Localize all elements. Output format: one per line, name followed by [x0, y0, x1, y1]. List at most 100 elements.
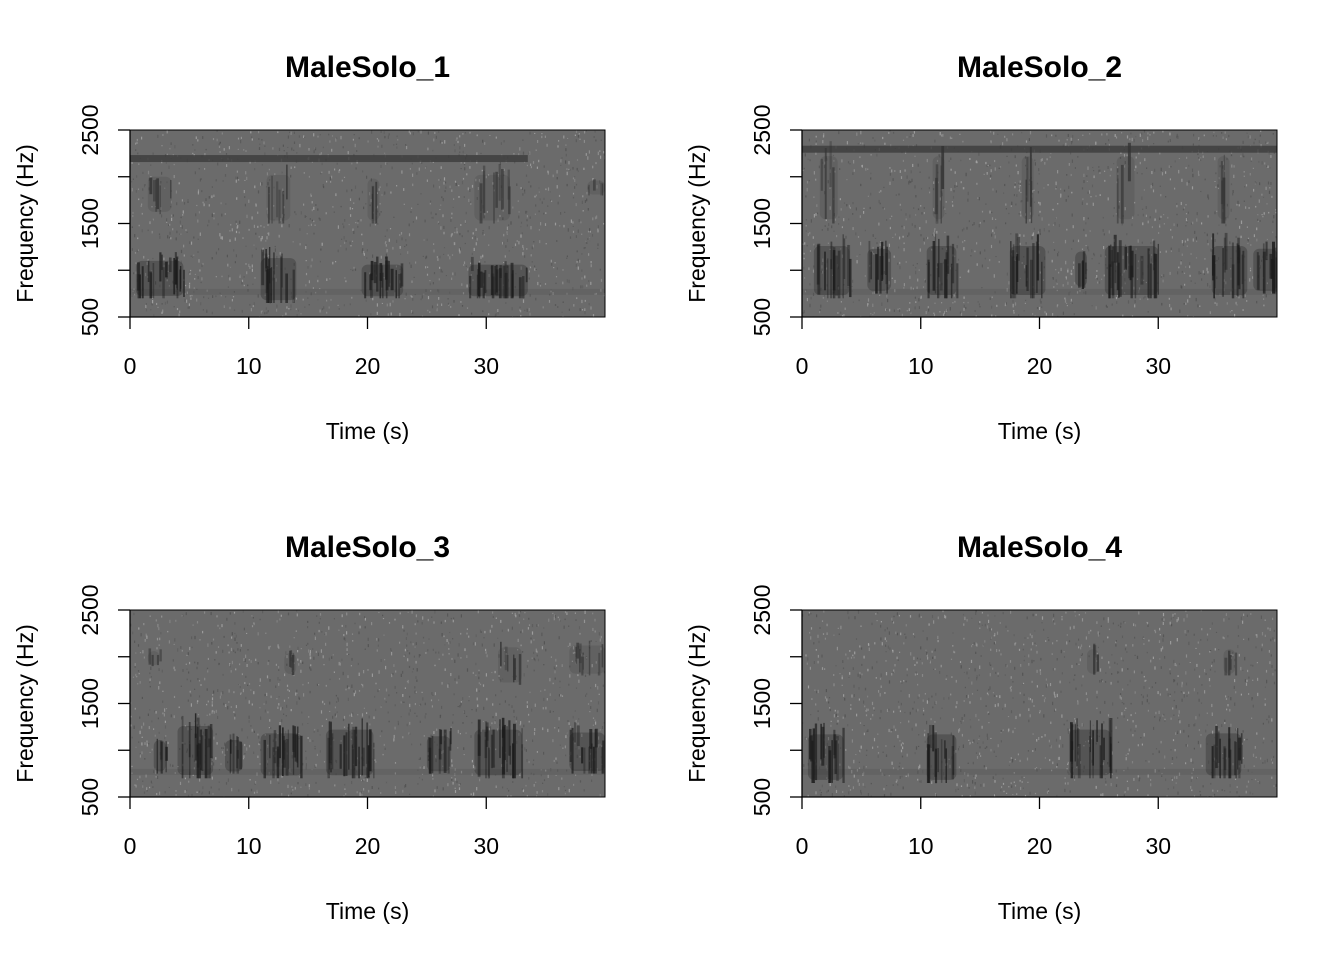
noise-speck: [328, 776, 330, 778]
noise-speck: [289, 131, 291, 133]
noise-speck: [277, 706, 279, 709]
noise-speck: [421, 162, 423, 164]
noise-speck: [596, 708, 598, 713]
noise-speck: [556, 240, 558, 242]
noise-speck: [307, 723, 309, 724]
noise-speck: [1165, 196, 1167, 198]
noise-speck: [597, 229, 599, 233]
noise-speck: [480, 152, 482, 155]
noise-speck: [1010, 610, 1012, 614]
noise-speck: [268, 660, 270, 662]
noise-speck: [333, 618, 335, 620]
noise-speck: [250, 308, 252, 312]
noise-speck: [506, 795, 509, 797]
x-tick-label: 20: [355, 353, 381, 379]
noise-speck: [430, 734, 432, 737]
noise-speck: [378, 689, 380, 691]
call-2: [819, 141, 838, 224]
noise-speck: [274, 173, 276, 176]
noise-speck: [948, 160, 950, 162]
noise-speck: [1065, 199, 1067, 202]
noise-speck: [459, 250, 461, 254]
noise-speck: [1081, 248, 1084, 250]
noise-speck: [574, 178, 576, 182]
noise-speck: [229, 306, 231, 310]
noise-speck: [890, 277, 892, 279]
noise-speck: [937, 635, 939, 640]
noise-speck: [936, 159, 939, 162]
noise-speck: [456, 227, 458, 231]
noise-speck: [837, 710, 839, 714]
noise-speck: [291, 755, 293, 759]
noise-speck: [1261, 161, 1263, 165]
noise-speck: [1038, 173, 1040, 175]
noise-speck: [972, 775, 975, 777]
noise-speck: [522, 247, 525, 251]
noise-speck: [1258, 199, 1260, 203]
noise-speck: [416, 715, 418, 717]
noise-speck: [533, 731, 536, 736]
noise-speck: [227, 644, 229, 647]
noise-speck: [1047, 184, 1049, 186]
noise-speck: [1016, 194, 1018, 197]
noise-speck: [144, 638, 146, 642]
noise-speck: [539, 240, 541, 244]
noise-speck: [427, 309, 429, 312]
noise-speck: [983, 173, 985, 175]
noise-speck: [962, 613, 965, 616]
noise-speck: [823, 165, 825, 169]
noise-speck: [317, 279, 319, 283]
noise-speck: [1014, 727, 1016, 729]
noise-speck: [348, 686, 350, 690]
noise-speck: [572, 646, 575, 650]
noise-speck: [975, 713, 977, 718]
noise-speck: [260, 748, 262, 752]
noise-speck: [278, 703, 280, 706]
noise-speck: [920, 187, 923, 190]
noise-speck: [242, 757, 245, 760]
noise-speck: [820, 287, 822, 291]
noise-speck: [1134, 730, 1136, 732]
noise-speck: [1166, 795, 1168, 797]
noise-speck: [1188, 641, 1190, 646]
noise-speck: [234, 637, 236, 641]
noise-speck: [499, 703, 501, 705]
noise-speck: [184, 742, 186, 745]
noise-speck: [559, 686, 561, 688]
noise-speck: [401, 170, 403, 174]
noise-speck: [565, 144, 567, 146]
noise-speck: [229, 664, 231, 668]
noise-speck: [197, 139, 199, 142]
noise-speck: [930, 274, 932, 277]
noise-speck: [1223, 262, 1225, 265]
noise-speck: [504, 255, 506, 258]
noise-speck: [218, 662, 220, 666]
noise-speck: [229, 239, 231, 242]
noise-speck: [1109, 174, 1111, 177]
noise-speck: [575, 130, 578, 133]
noise-speck: [1275, 209, 1277, 211]
noise-speck: [305, 291, 307, 293]
noise-speck: [525, 210, 527, 214]
noise-speck: [1163, 713, 1165, 716]
noise-speck: [399, 246, 401, 249]
noise-speck: [144, 742, 146, 745]
noise-speck: [202, 731, 204, 735]
noise-speck: [1093, 253, 1096, 257]
noise-speck: [1179, 720, 1181, 724]
noise-speck: [147, 713, 149, 716]
noise-speck: [566, 257, 568, 259]
noise-speck: [819, 309, 821, 311]
noise-speck: [501, 629, 503, 632]
noise-speck: [1015, 203, 1017, 206]
noise-speck: [197, 219, 199, 223]
noise-speck: [554, 304, 557, 306]
noise-speck: [158, 668, 160, 671]
noise-speck: [536, 624, 538, 627]
noise-speck: [130, 724, 132, 727]
noise-speck: [230, 771, 232, 774]
noise-speck: [474, 236, 476, 240]
noise-speck: [462, 177, 465, 180]
noise-speck: [290, 291, 292, 295]
noise-speck: [563, 786, 565, 788]
